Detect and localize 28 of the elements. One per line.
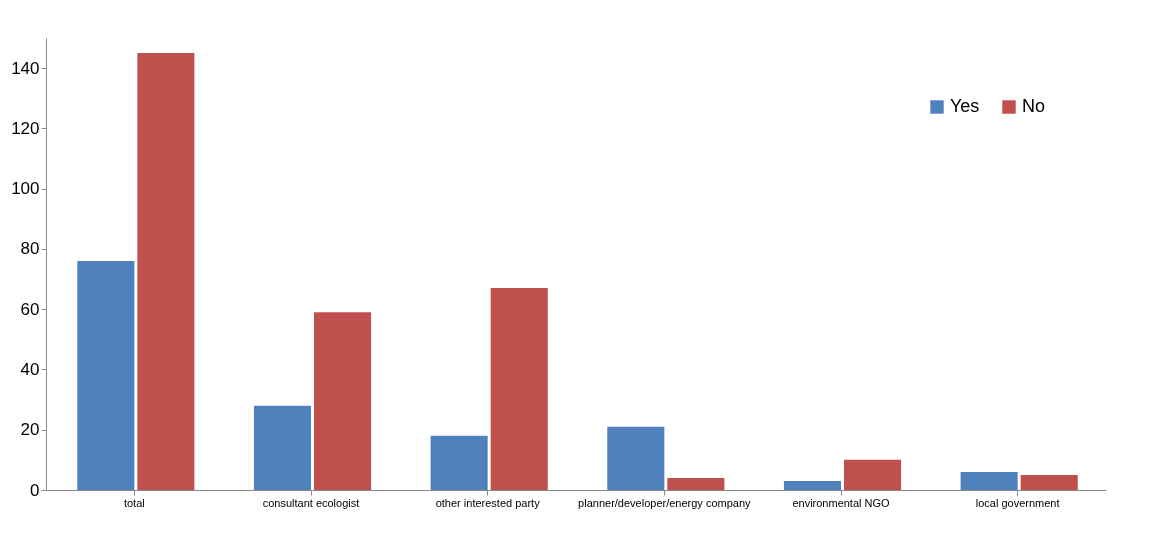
bar — [667, 477, 725, 490]
y-tick-label: 120 — [11, 118, 40, 138]
x-tick-label: planner/developer/energy company — [578, 496, 752, 509]
bar — [253, 405, 311, 490]
bar — [430, 435, 488, 490]
y-tick-label: 0 — [30, 480, 40, 500]
bar — [783, 480, 841, 490]
bar — [77, 260, 135, 490]
x-tick-label: other interested party — [435, 496, 541, 509]
y-tick-label: 40 — [20, 359, 40, 379]
y-tick-label: 20 — [20, 420, 40, 440]
x-tick-label: local government — [975, 496, 1060, 509]
x-tick-label: total — [123, 496, 145, 509]
y-tick-label: 140 — [11, 58, 40, 78]
legend-label: Yes — [950, 96, 980, 116]
bar — [137, 53, 195, 490]
x-tick-label: consultant ecologist — [262, 496, 360, 509]
bar — [607, 426, 665, 490]
bar — [314, 312, 372, 490]
y-tick-label: 60 — [20, 299, 40, 319]
bar — [960, 471, 1018, 490]
bar — [1020, 474, 1078, 490]
bar — [844, 459, 902, 490]
legend-label: No — [1022, 96, 1046, 116]
x-tick-label: environmental NGO — [792, 496, 891, 509]
bar — [490, 288, 548, 490]
y-tick-label: 100 — [11, 179, 40, 199]
y-tick-label: 80 — [20, 239, 40, 259]
